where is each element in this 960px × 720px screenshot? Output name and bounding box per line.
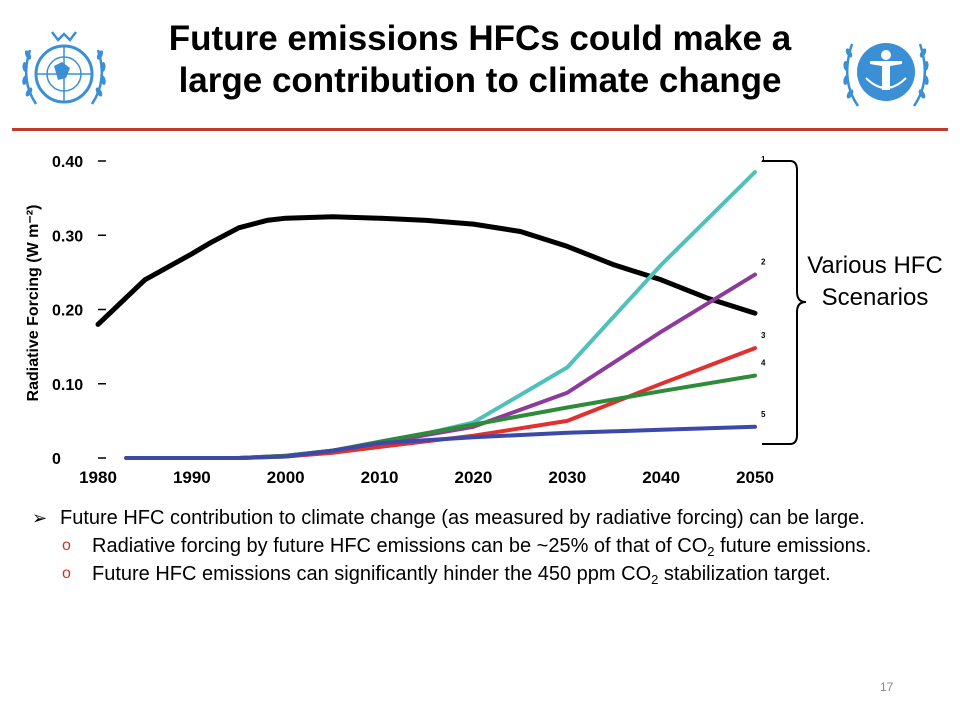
bullet-sub-1-text-end: future emissions. (714, 535, 872, 557)
bullet-sub-2-text: Future HFC emissions can significantly h… (92, 563, 652, 585)
unep-logo-icon (843, 43, 929, 107)
bullet-list: ➢ Future HFC contribution to climate cha… (30, 505, 910, 587)
series-label-scenario-3: 3 (761, 331, 766, 340)
series-line-scenario-4 (124, 373, 757, 460)
subscript-2: 2 (707, 544, 715, 559)
x-tick-label: 1980 (79, 468, 117, 487)
series-label-scenario-4: 4 (761, 359, 766, 368)
series-label-scenario-1: 1 (761, 155, 766, 164)
page-number: 17 (880, 680, 894, 694)
series-line-co2 (95, 214, 758, 327)
x-tick-label: 2000 (267, 468, 305, 487)
x-tick-label: 2010 (361, 468, 399, 487)
x-tick-label: 1990 (173, 468, 211, 487)
x-tick-label: 2030 (548, 468, 586, 487)
arrow-bullet-icon: ➢ (32, 508, 48, 528)
bullet-main: ➢ Future HFC contribution to climate cha… (30, 505, 910, 531)
series-label-scenario-2: 2 (761, 258, 766, 267)
y-tick-label: 0.20 (52, 303, 83, 320)
radiative-forcing-chart: Radiative Forcing (W m⁻²) 0 0.10 0.20 0.30 0… (25, 154, 807, 487)
series-line-scenario-3 (124, 346, 757, 460)
y-tick-label: 0.10 (52, 377, 83, 394)
slide-title: Future emissions HFCs could make a large… (168, 19, 792, 100)
title-divider (12, 128, 948, 131)
bullet-sub-1: o Radiative forcing by future HFC emissi… (30, 533, 910, 559)
x-tick-label: 2020 (455, 468, 493, 487)
bullet-sub-2-text-end: stabilization target. (658, 563, 831, 585)
series-line-scenario-5 (124, 424, 757, 460)
y-tick-label: 0 (52, 451, 61, 468)
scenario-label: Various HFC Scenarios (807, 252, 943, 311)
y-axis-label: Radiative Forcing (W m⁻²) (25, 205, 42, 402)
scenario-bracket (762, 160, 807, 445)
bullet-sub-1-text: Radiative forcing by future HFC emission… (92, 535, 708, 557)
wmo-logo-icon (22, 31, 106, 105)
bullet-main-text: Future HFC contribution to climate chang… (60, 507, 865, 529)
y-tick-label: 0.30 (52, 228, 83, 245)
y-tick-label: 0.40 (52, 154, 83, 171)
circle-bullet-icon: o (62, 565, 71, 582)
series-line-scenario-1 (124, 170, 757, 460)
circle-bullet-icon: o (62, 537, 71, 554)
subscript-2: 2 (651, 572, 659, 587)
x-tick-label: 2050 (736, 468, 774, 487)
x-tick-label: 2040 (642, 468, 680, 487)
bullet-sub-2: o Future HFC emissions can significantly… (30, 561, 910, 587)
series-label-scenario-5: 5 (761, 410, 766, 419)
